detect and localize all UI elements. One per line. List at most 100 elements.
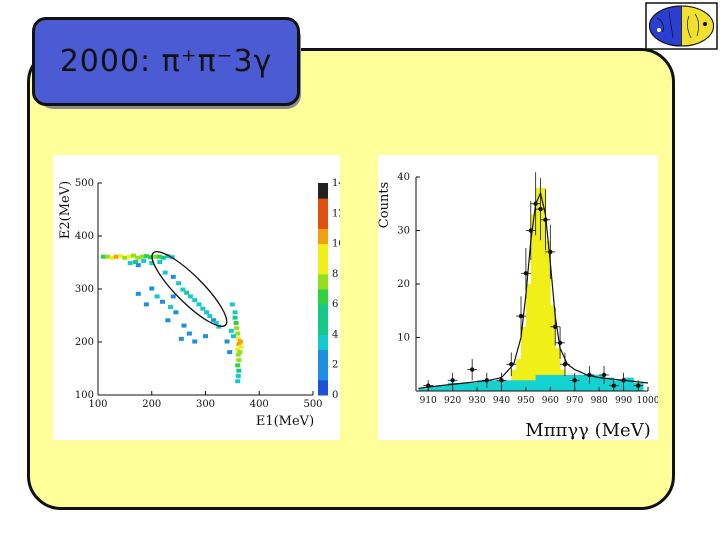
x-tick-label: 100	[88, 399, 107, 410]
histogram-bar	[418, 388, 429, 391]
x-tick-label: 500	[303, 399, 322, 410]
data-point	[618, 372, 629, 388]
heatmap-cell	[154, 294, 160, 299]
data-point	[584, 365, 595, 385]
data-point	[521, 248, 531, 299]
heatmap-cell	[156, 254, 162, 259]
heatmap-cell	[187, 294, 193, 299]
heatmap-cell	[184, 290, 190, 295]
colorbar-tick-label: 10	[332, 239, 340, 250]
data-point	[516, 296, 526, 336]
heatmap-cell	[113, 254, 119, 259]
mass-histogram-svg: 910 920 930 940 950 960 970 980 990 100010203040 …	[377, 155, 660, 441]
y-tick-label: 30	[397, 226, 410, 237]
heatmap-cell	[139, 254, 145, 259]
histogram-bar	[564, 374, 576, 391]
heatmap-cell	[192, 339, 198, 344]
heatmap-cell	[135, 291, 141, 296]
heatmap-cell	[135, 255, 141, 260]
histogram-bar	[555, 348, 561, 391]
detector-logo-icon	[645, 2, 718, 50]
data-point	[540, 189, 551, 251]
heatmap-cell	[232, 310, 238, 315]
x-tick-label: 200	[142, 399, 161, 410]
heatmap-cell	[238, 344, 244, 349]
heatmap-cell	[130, 253, 136, 258]
heatmap-cell	[149, 286, 155, 291]
heatmap-cell	[235, 336, 241, 341]
colorbar-segment	[318, 349, 328, 366]
x-tick-label: 960	[542, 396, 559, 406]
colorbar-segment	[318, 289, 328, 305]
heatmap-cell	[109, 255, 115, 260]
histogram-bar	[623, 377, 634, 391]
x-tick-label: 930	[468, 396, 485, 406]
heatmap-cell	[165, 254, 171, 259]
y-tick-label: 400	[75, 231, 94, 242]
heatmap-cell	[229, 302, 235, 307]
heatmap-cell	[105, 254, 111, 259]
heatmap-cell	[160, 299, 165, 304]
heatmap-cell	[157, 260, 163, 264]
x-tick-label: 940	[493, 396, 510, 406]
histogram-bar	[530, 214, 537, 391]
x-tick-label: 300	[196, 399, 215, 410]
selection-ellipse	[151, 251, 228, 327]
x-tick-label: 990	[615, 396, 632, 406]
heatmap-cell	[165, 318, 171, 323]
colorbar-segment	[318, 198, 328, 214]
heatmap-cell	[181, 323, 187, 328]
histogram-bar	[477, 380, 488, 391]
colorbar-segment	[318, 319, 328, 335]
heatmap-cell	[126, 254, 132, 259]
heatmap-cell	[224, 339, 230, 344]
y-tick-label: 100	[75, 390, 94, 401]
colorbar-segment	[318, 243, 328, 260]
histogram-bar	[594, 374, 605, 391]
colorbar-tick-label: 4	[332, 329, 338, 340]
heatmap-cell	[152, 254, 158, 259]
data-point	[550, 308, 561, 346]
histogram-bar	[467, 382, 478, 391]
heatmap-cell	[122, 255, 128, 260]
histogram-bar	[457, 382, 468, 391]
histogram-bar	[535, 187, 541, 391]
heatmap-cell	[227, 350, 233, 355]
colorbar-segment	[318, 334, 328, 351]
heatmap-cell	[235, 352, 241, 357]
data-point	[633, 380, 644, 391]
colorbar-segment	[318, 304, 328, 320]
histogram-bar	[613, 380, 624, 391]
y-tick-label: 20	[397, 279, 410, 290]
data-point	[569, 372, 580, 388]
heatmap-cell	[133, 260, 139, 264]
data-point	[535, 178, 546, 241]
x-tick-label: 910	[420, 396, 437, 406]
histogram-bar	[521, 326, 527, 391]
heatmap-cell	[230, 334, 236, 339]
heatmap-cell	[228, 328, 234, 333]
colorbar-segment	[318, 258, 328, 275]
x-tick-label: 1000	[637, 396, 658, 406]
histogram-bar	[535, 374, 546, 391]
heatmap-cell	[186, 331, 192, 336]
x-tick-label: 950	[517, 396, 534, 406]
y-axis-label: E2(MeV)	[58, 181, 73, 239]
energy-scatter-svg: 100 200 300 400 500 100 200 300 400 500 0 2 4 6 8 10 12…	[53, 155, 345, 440]
data-point	[530, 172, 541, 236]
heatmap-cell	[180, 287, 186, 292]
y-tick-label: 300	[75, 284, 94, 295]
data-point	[525, 201, 536, 260]
data-point	[599, 365, 609, 385]
colorbar-tick-label: 6	[332, 299, 338, 310]
x-axis-label: E1(MeV)	[256, 414, 314, 429]
heatmap-cell	[236, 368, 242, 373]
y-tick-label: 40	[397, 172, 410, 183]
heatmap-cell	[170, 294, 176, 299]
data-point	[447, 372, 458, 388]
heatmap-cell	[135, 263, 141, 268]
y-tick-label: 200	[75, 337, 94, 348]
y-tick-label: 10	[397, 333, 410, 344]
heatmap-cell	[236, 342, 242, 347]
data-point	[555, 326, 565, 359]
